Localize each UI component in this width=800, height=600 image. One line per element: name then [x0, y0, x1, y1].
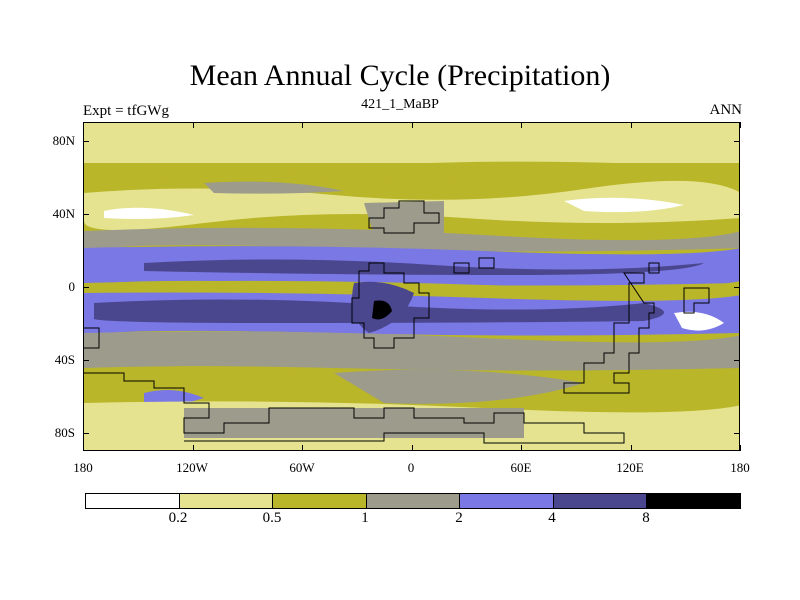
colorbar-segment-4	[366, 494, 461, 508]
x-tick	[412, 445, 413, 451]
x-tick	[302, 122, 303, 128]
colorbar-label-0-2: 0.2	[168, 510, 188, 526]
x-tick	[302, 445, 303, 451]
x-tick	[193, 122, 194, 128]
colorbar-segment-7	[647, 494, 741, 508]
coastline-island-1	[453, 262, 470, 274]
colorbar-segment-5	[460, 494, 554, 508]
y-tick	[83, 287, 89, 288]
period-label: 421_1_MaBP	[361, 97, 439, 112]
x-tick	[193, 445, 194, 451]
x-tick	[83, 122, 84, 128]
experiment-label: Expt = tfGWg	[83, 103, 169, 119]
coastline-island-4	[683, 287, 710, 314]
sh-gray-band	[84, 331, 739, 371]
precipitation-map	[83, 122, 740, 451]
x-tick	[521, 122, 522, 128]
x-label-60e: 60E	[510, 460, 532, 475]
x-tick	[521, 445, 522, 451]
white-patch-se	[674, 311, 724, 331]
x-tick	[412, 122, 413, 128]
coastline-australia	[563, 272, 655, 394]
nh-white-patch-2	[564, 197, 684, 213]
x-label-60w: 60W	[289, 460, 315, 475]
x-tick	[83, 445, 84, 451]
y-tick	[83, 433, 89, 434]
y-tick	[734, 141, 740, 142]
season-label: ANN	[709, 102, 743, 118]
y-label-80s: 80S	[54, 425, 75, 440]
coastline-africa	[351, 262, 430, 349]
x-label-180w: 180	[73, 460, 93, 475]
coastline-west-edge	[84, 327, 100, 349]
colorbar-label-0-5: 0.5	[262, 510, 282, 526]
colorbar-segment-3	[273, 494, 367, 508]
y-tick	[734, 214, 740, 215]
colorbar-label-4: 4	[548, 510, 556, 526]
colorbar-segment-2	[179, 494, 274, 508]
x-label-180e: 180	[730, 460, 750, 475]
coastline-europe	[368, 200, 440, 234]
colorbar	[85, 493, 741, 509]
nh-gray-patch	[204, 181, 344, 194]
colorbar-label-2: 2	[455, 510, 463, 526]
x-tick	[631, 445, 632, 451]
colorbar-label-8: 8	[642, 510, 650, 526]
nh-gray-band	[84, 227, 739, 252]
y-tick	[734, 287, 740, 288]
itcz-band	[144, 259, 704, 275]
colorbar-segment-6	[553, 494, 648, 508]
coastline-antarctica	[84, 372, 625, 444]
x-label-120w: 120W	[176, 460, 208, 475]
precip-maximum	[372, 300, 392, 320]
y-tick	[734, 360, 740, 361]
arctic-band	[84, 123, 739, 163]
y-label-40n: 40N	[52, 206, 75, 221]
x-tick	[740, 122, 741, 128]
coastline-island-3	[648, 262, 660, 274]
x-label-120e: 120E	[616, 460, 644, 475]
coastlines	[84, 200, 710, 444]
x-tick	[740, 445, 741, 451]
y-label-40s: 40S	[54, 352, 75, 367]
equatorial-strip	[84, 280, 739, 296]
precipitation-contours	[84, 123, 739, 450]
antarctic-gray-1	[334, 369, 584, 404]
y-tick	[734, 433, 740, 434]
colorbar-segment-1	[86, 494, 180, 508]
x-label-0: 0	[407, 460, 415, 475]
coastline-island-2	[478, 257, 495, 269]
y-label-80n: 80N	[52, 133, 75, 148]
colorbar-label-1: 1	[361, 510, 369, 526]
y-tick	[83, 360, 89, 361]
y-label-0: 0	[68, 279, 76, 294]
nh-white-patch-1	[104, 207, 194, 219]
y-tick	[83, 214, 89, 215]
y-tick	[83, 141, 89, 142]
x-tick	[631, 122, 632, 128]
sh-purple-patch	[144, 389, 204, 405]
arctic-boundary	[84, 161, 739, 186]
chart-title: Mean Annual Cycle (Precipitation)	[189, 59, 611, 92]
